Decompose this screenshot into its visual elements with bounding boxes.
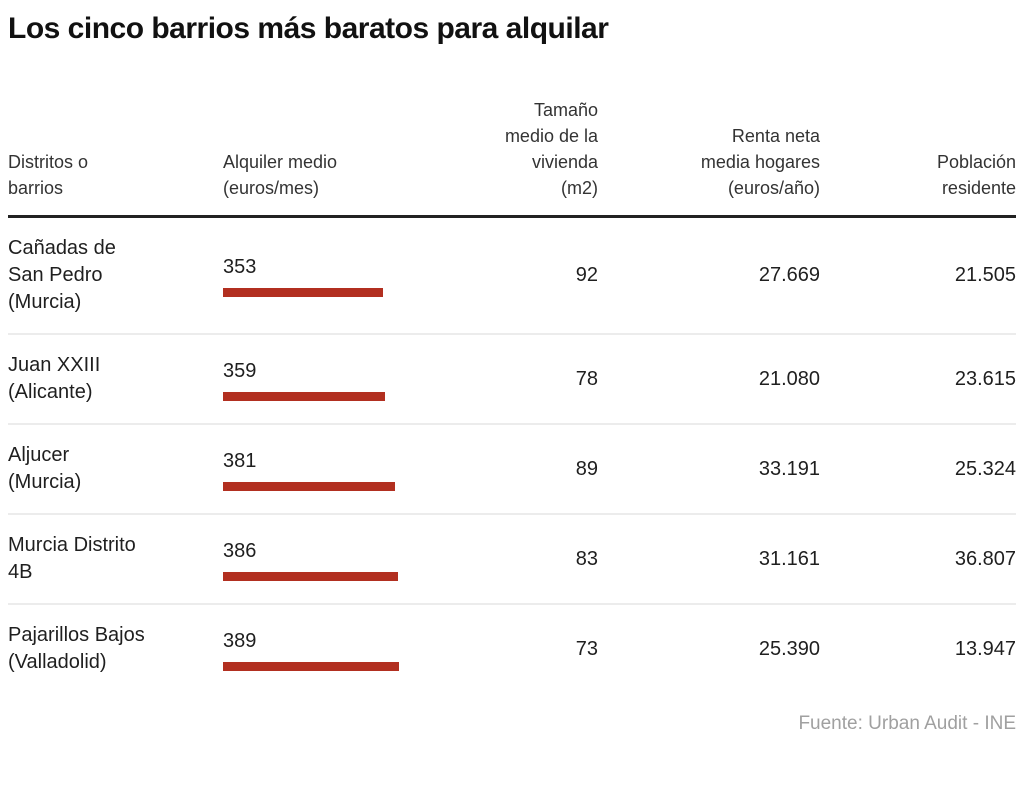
district-name: Cañadas de San Pedro (Murcia) [8, 237, 116, 314]
rent-value: 389 [223, 629, 257, 652]
rent-cell: 389 [223, 628, 413, 671]
district-name: Murcia Distrito 4B [8, 534, 136, 584]
table-row: Murcia Distrito 4B 386 83 31.161 36.807 [8, 515, 1016, 606]
rent-bar [223, 571, 398, 581]
rent-bar [223, 391, 385, 401]
household-income-value: 31.161 [758, 547, 820, 570]
dwelling-size-value: 92 [575, 264, 598, 287]
table-row: Juan XXIII (Alicante) 359 78 21.080 23.6… [8, 335, 1016, 426]
col-header-rent: Alquiler medio (euros/mes) [223, 152, 338, 199]
dwelling-size-value: 89 [575, 457, 598, 480]
rent-value: 359 [223, 359, 257, 382]
population-value: 36.807 [954, 547, 1016, 570]
table-row: Cañadas de San Pedro (Murcia) 353 92 27.… [8, 218, 1016, 336]
dwelling-size-value: 78 [575, 367, 598, 390]
rent-bar [223, 661, 399, 671]
dwelling-size-value: 83 [575, 547, 598, 570]
rent-cell: 359 [223, 358, 413, 401]
rent-value: 353 [223, 256, 257, 279]
district-name: Juan XXIII (Alicante) [8, 354, 101, 404]
data-table: Distritos o barrios Alquiler medio (euro… [8, 97, 1016, 693]
source-attribution: Fuente: Urban Audit - INE [798, 713, 1016, 735]
population-value: 23.615 [954, 367, 1016, 390]
col-header-population: Población residente [936, 152, 1016, 199]
rent-bar [223, 288, 383, 298]
col-header-districts: Distritos o barrios [8, 152, 89, 199]
col-header-size: Tamaño medio de la vivienda (m2) [504, 100, 598, 199]
rent-value: 386 [223, 539, 257, 562]
population-value: 13.947 [954, 637, 1016, 660]
table-row: Aljucer (Murcia) 381 89 33.191 25.324 [8, 425, 1016, 516]
rent-cell: 386 [223, 538, 413, 581]
rent-cell: 381 [223, 448, 413, 491]
rent-value: 381 [223, 449, 257, 472]
page-title: Los cinco barrios más baratos para alqui… [8, 12, 609, 45]
table-header-row: Distritos o barrios Alquiler medio (euro… [8, 97, 1016, 219]
district-name: Pajarillos Bajos (Valladolid) [8, 624, 145, 674]
table-row: Pajarillos Bajos (Valladolid) 389 73 25.… [8, 605, 1016, 693]
household-income-value: 25.390 [758, 637, 820, 660]
district-name: Aljucer (Murcia) [8, 444, 82, 494]
dwelling-size-value: 73 [575, 637, 598, 660]
household-income-value: 27.669 [758, 264, 820, 287]
col-header-income: Renta neta media hogares (euros/año) [700, 126, 820, 199]
household-income-value: 33.191 [758, 457, 820, 480]
rent-bar [223, 481, 395, 491]
population-value: 21.505 [954, 264, 1016, 287]
population-value: 25.324 [954, 457, 1016, 480]
rent-cell: 353 [223, 254, 413, 298]
household-income-value: 21.080 [758, 367, 820, 390]
